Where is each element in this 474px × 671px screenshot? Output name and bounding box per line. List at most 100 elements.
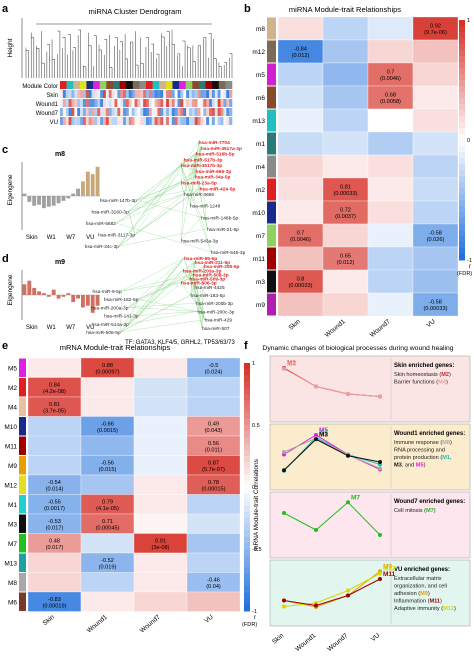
track-cell (117, 108, 121, 116)
mirna-label: hsa-miR-4425 (195, 285, 225, 291)
module-color-chip (19, 456, 26, 475)
eigengene-bar (71, 193, 76, 196)
track-label: Wound1 (36, 102, 59, 108)
track-cell (117, 90, 121, 98)
track-cell (154, 99, 158, 107)
network-edge (180, 282, 197, 304)
track-cell (225, 81, 233, 89)
box-text-segment: Immune response ( (394, 440, 442, 446)
heatmap-cell (80, 377, 135, 398)
track-cell (168, 99, 173, 107)
mirna-label: hsa-miR-34c-3p (85, 244, 119, 250)
track-cell (163, 99, 167, 107)
track-cell (217, 99, 221, 107)
column-label: Wound1 (324, 318, 347, 339)
track-cell (229, 108, 233, 116)
heatmap-cell (367, 177, 414, 202)
box-text-segment: Barrier functions ( (394, 380, 438, 386)
track-cell (174, 117, 178, 125)
module-label: m2 (256, 187, 265, 194)
network-edge (128, 307, 198, 312)
mirna-heatmap: m8 0.92(9.7e-06)m12 -0.84(0.012)m5 0.7(0.00… (252, 16, 459, 339)
network-edge (128, 311, 198, 324)
track-cell (171, 99, 175, 107)
cell-value: -0.55 (48, 499, 61, 505)
cell-fdr: (0.0015) (97, 428, 118, 434)
cell-fdr: (0.019) (99, 564, 117, 570)
mirna-label: hsa-miR-507 (202, 326, 230, 332)
track-cell (194, 108, 198, 116)
heatmap-cell (367, 131, 414, 156)
network-edge (180, 182, 185, 195)
track-cell (85, 99, 89, 107)
dendrogram-title: miRNA Cluster Dendrogram (89, 7, 182, 16)
mirna-heatmap-title: miRNA Module-trait Relationships (289, 5, 401, 14)
cell-value: 0.8 (297, 277, 305, 283)
scale-step (244, 363, 250, 370)
track-cell (131, 117, 135, 125)
track-cell (226, 99, 230, 107)
track-cell (60, 90, 64, 98)
scale-step (459, 128, 465, 135)
box-text-segment: Extracellular matrix (394, 576, 442, 582)
track-cell (174, 99, 178, 107)
track-cell (174, 90, 178, 98)
dynamics-xtick: Skin (271, 632, 285, 646)
m8-mirna-network: hsa-miR-7704hsa-miR-4517a-3phsa-miR-516b… (85, 140, 246, 256)
panel-e: mRNA Module-trait Relationships M5 0.88(0… (4, 343, 261, 635)
track-cell (108, 90, 112, 98)
track-cell (206, 90, 210, 98)
cell-value: 0.48 (49, 538, 60, 544)
scale-fdr-label: (FDR) (457, 271, 472, 277)
scale-step (459, 80, 465, 87)
heatmap-cell (412, 62, 459, 87)
scale-step (244, 604, 250, 612)
track-cell (151, 99, 155, 107)
module-color-chip (267, 270, 276, 293)
box-text: Barrier functions (M4) (394, 380, 448, 386)
eigengene-bar (90, 295, 95, 313)
track-cell (220, 108, 224, 116)
heatmap-cell (277, 85, 324, 110)
box-text: Adaptive immunity (M12) (394, 606, 456, 612)
panel-a: miRNA Cluster Dendrogram Height Module C… (7, 7, 233, 126)
series-point (282, 450, 286, 454)
cell-value: -0.53 (48, 519, 61, 525)
track-cell (111, 108, 115, 116)
scale-step (459, 38, 465, 45)
track-cell (77, 108, 81, 116)
network-edge (120, 294, 191, 333)
track-cell (146, 117, 150, 125)
track-cell (137, 90, 141, 98)
track-cell (220, 90, 224, 98)
scale-tick: 1 (252, 361, 255, 367)
cell-value: -0.46 (207, 577, 220, 583)
series-line (283, 578, 381, 607)
network-edge (192, 274, 203, 328)
network-edge (136, 188, 200, 201)
network-edge (118, 165, 182, 247)
track-cell (180, 117, 184, 125)
cell-value: 0.88 (102, 363, 113, 369)
track-cell (191, 90, 196, 98)
module-label: M8 (8, 580, 17, 587)
eigengene-bar (95, 166, 100, 196)
track-cell (60, 117, 64, 125)
track-cell (97, 99, 101, 107)
track-cell (91, 99, 95, 107)
box-text-segment: ) (449, 372, 451, 378)
scale-step (459, 122, 465, 129)
cell-value: -0.54 (48, 480, 61, 486)
track-cell (93, 81, 100, 89)
network-edge (183, 257, 205, 320)
network-edge (115, 182, 182, 224)
network-edge (138, 278, 190, 300)
network-edge (189, 176, 195, 206)
heatmap-cell (277, 292, 324, 317)
track-cell (60, 81, 67, 89)
heatmap-cell (277, 177, 324, 202)
track-cell (105, 117, 110, 125)
track-cell (108, 108, 112, 116)
track-cell (209, 90, 213, 98)
network-edge (120, 319, 205, 333)
